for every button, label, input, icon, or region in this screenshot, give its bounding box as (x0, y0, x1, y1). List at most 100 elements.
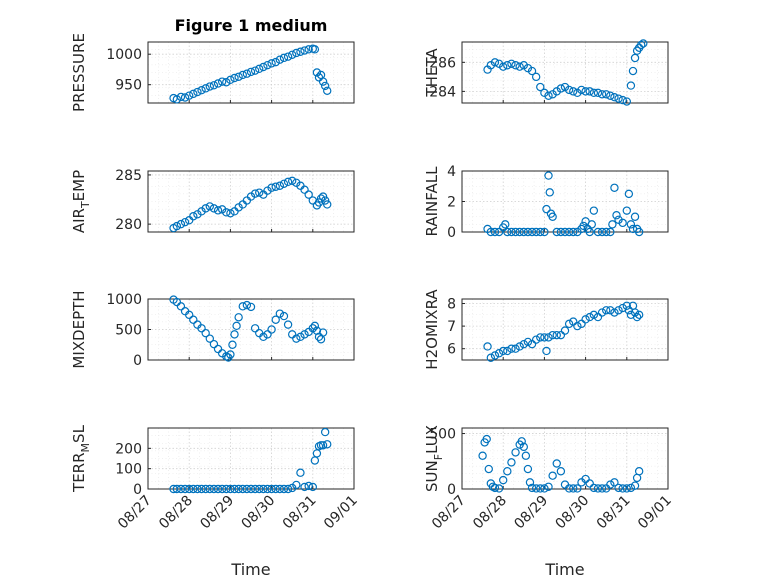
data-point (540, 333, 549, 342)
data-point (176, 219, 186, 229)
data-point (197, 85, 206, 95)
data-point (581, 315, 590, 324)
x-tick-label: 09/01 (635, 493, 675, 533)
data-point (300, 185, 309, 194)
data-point (308, 324, 317, 333)
data-point (292, 334, 301, 343)
y-tick-label: 280 (115, 217, 142, 233)
data-point (172, 95, 182, 104)
data-point (292, 480, 301, 490)
data-point (536, 484, 545, 493)
data-point (585, 87, 594, 96)
x-tick-label: 08/29 (197, 493, 237, 533)
data-point (634, 467, 644, 476)
data-point (507, 227, 516, 237)
data-point (540, 227, 549, 237)
data-point (569, 317, 578, 326)
data-point (589, 206, 599, 215)
data-point (255, 64, 264, 74)
data-point (184, 310, 194, 320)
data-point (542, 346, 551, 356)
data-point (544, 171, 553, 180)
data-point (593, 227, 603, 237)
data-point (560, 326, 570, 335)
data-point (250, 66, 260, 75)
data-point (634, 310, 644, 320)
data-point (310, 321, 320, 331)
data-point (172, 484, 182, 494)
data-point (525, 478, 535, 487)
data-point (630, 212, 640, 221)
data-point (209, 81, 219, 90)
data-point (323, 86, 332, 96)
data-point (323, 200, 332, 209)
y-tick-label: 500 (115, 323, 142, 339)
y-axis-label: H2OMIXRA (423, 289, 441, 370)
y-tick-label: 950 (115, 78, 142, 94)
data-point (573, 321, 582, 331)
data-point (490, 227, 500, 237)
data-point (542, 204, 551, 214)
data-point (610, 183, 619, 192)
data-point (318, 192, 328, 201)
data-point (527, 66, 537, 76)
data-point (283, 52, 293, 61)
data-point (242, 300, 252, 310)
data-point (283, 177, 293, 187)
y-tick-label: 500 (429, 427, 456, 443)
data-point (626, 81, 636, 90)
data-point (482, 434, 491, 444)
data-point (573, 484, 582, 493)
y-tick-label: 1000 (106, 47, 142, 63)
data-point (180, 217, 190, 227)
data-point (587, 220, 596, 229)
data-point (521, 451, 531, 460)
data-point (628, 66, 638, 76)
data-point (238, 484, 247, 494)
subplot-rainfall: 0 2 4 RAINFALL (423, 164, 669, 241)
data-point (577, 85, 586, 95)
data-point (597, 227, 607, 237)
data-point (275, 309, 285, 318)
data-point (271, 315, 280, 324)
data-point (564, 85, 574, 95)
data-point (545, 188, 554, 197)
data-point (602, 227, 611, 237)
data-point (610, 478, 619, 487)
data-point (226, 350, 235, 359)
data-point (234, 313, 243, 322)
x-tick-label: 08/29 (511, 493, 551, 533)
data-point (312, 68, 322, 77)
data-point (318, 441, 328, 450)
data-point (271, 57, 280, 67)
data-point (499, 475, 508, 485)
data-point (523, 337, 533, 347)
data-point (205, 82, 214, 91)
data-point (519, 227, 529, 237)
data-point (511, 344, 520, 353)
data-point (531, 72, 541, 82)
x-axis-label: Time (230, 560, 270, 579)
data-point (288, 176, 297, 186)
data-point (201, 328, 210, 338)
data-point (230, 484, 239, 494)
data-point (608, 220, 617, 229)
y-tick-label: 2 (447, 195, 456, 211)
data-point (250, 189, 260, 198)
data-point (531, 484, 541, 493)
data-point (201, 484, 210, 494)
data-point (602, 90, 611, 99)
data-point (205, 484, 214, 494)
data-point (560, 227, 570, 237)
data-point (577, 319, 586, 329)
data-point (296, 468, 305, 477)
data-point (614, 483, 623, 493)
data-point (304, 481, 313, 491)
subplot-h2omixra: 6 7 8 H2OMIXRA (423, 289, 669, 370)
data-point (626, 220, 636, 229)
data-point (515, 342, 524, 351)
data-point (589, 310, 599, 320)
data-point (201, 84, 210, 93)
data-point (234, 72, 243, 81)
